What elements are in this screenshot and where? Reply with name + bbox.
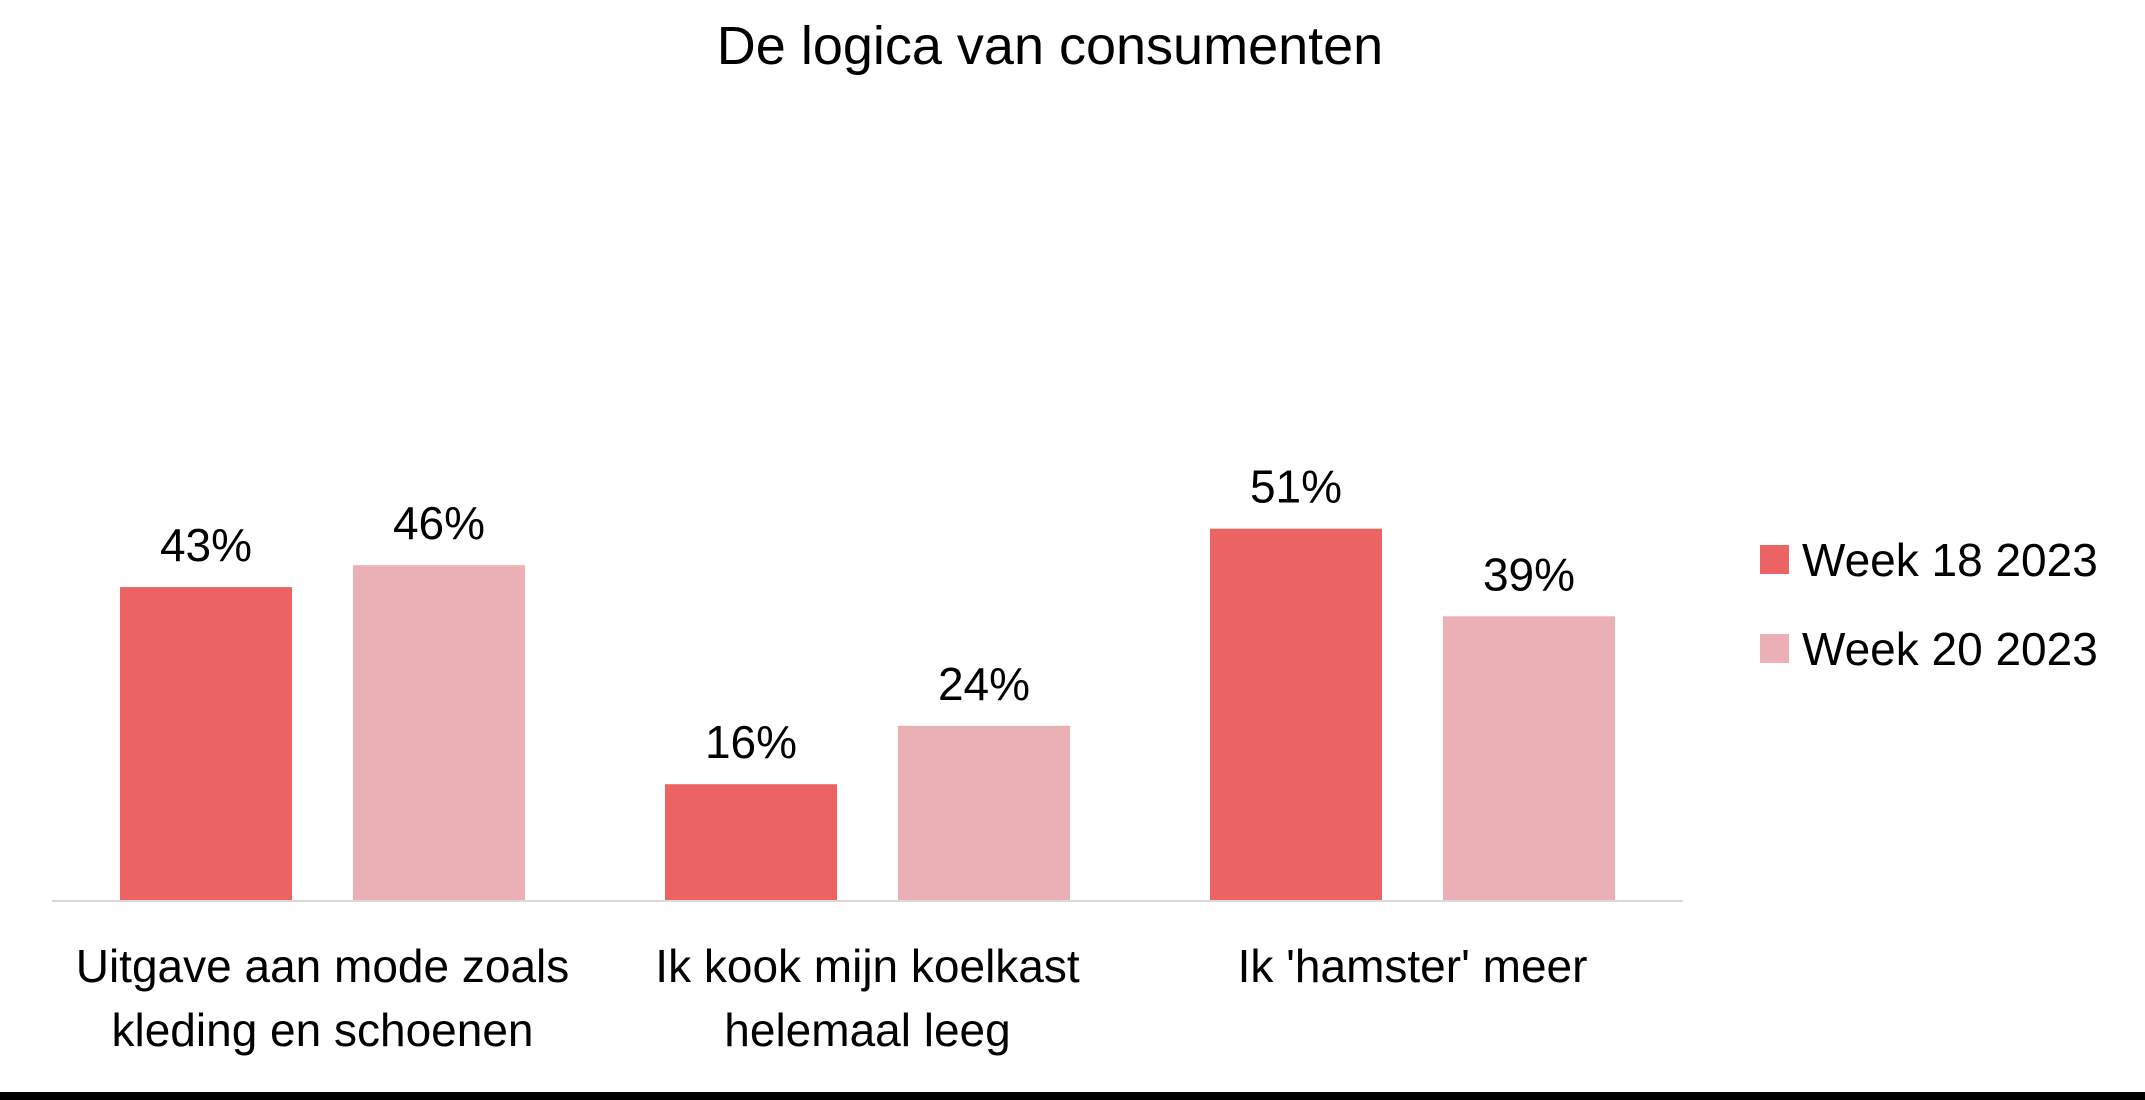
legend-label-2: Week 20 2023 [1802, 623, 2098, 675]
data-label-1-1: 43% [160, 519, 252, 571]
legend-swatch-2 [1760, 634, 1789, 663]
data-label-3-1: 51% [1250, 461, 1342, 513]
category-label-2-line-2: helemaal leeg [724, 1004, 1010, 1056]
data-label-3-2: 39% [1483, 548, 1575, 600]
category-label-3-line-1: Ik 'hamster' meer [1238, 940, 1588, 992]
bars-layer [120, 528, 1615, 901]
legend: Week 18 2023 Week 20 2023 [1760, 534, 2098, 675]
category-label-2-line-1: Ik kook mijn koelkast [655, 940, 1080, 992]
bottom-border [0, 1092, 2145, 1100]
legend-swatch-1 [1760, 545, 1789, 574]
category-label-1-line-1: Uitgave aan mode zoals [76, 940, 570, 992]
chart-title: De logica van consumenten [717, 16, 1383, 76]
bar-1-series-2 [353, 565, 525, 901]
bar-2-series-2 [898, 725, 1070, 901]
bar-3-series-1 [1210, 528, 1382, 901]
data-label-1-2: 46% [393, 497, 485, 549]
data-label-2-1: 16% [705, 716, 797, 768]
legend-label-1: Week 18 2023 [1802, 534, 2098, 586]
bar-3-series-2 [1443, 616, 1615, 901]
category-label-1-line-2: kleding en schoenen [112, 1004, 534, 1056]
data-label-2-2: 24% [938, 658, 1030, 710]
category-labels: Uitgave aan mode zoals kleding en schoene… [76, 940, 1588, 1056]
bar-2-series-1 [665, 784, 837, 901]
data-labels: 43% 46% 16% 24% 51% 39% [160, 461, 1575, 769]
bar-1-series-1 [120, 587, 292, 901]
